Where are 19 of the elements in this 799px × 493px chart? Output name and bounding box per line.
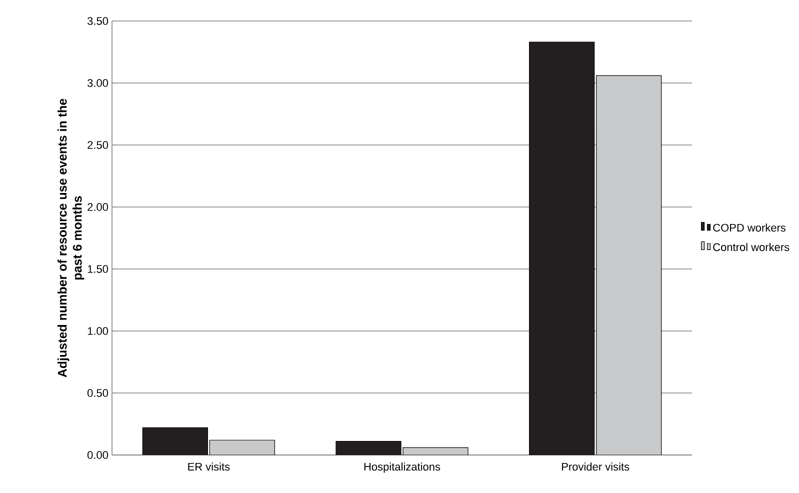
bar <box>142 427 208 455</box>
y-tick-label: 0.50 <box>87 389 108 397</box>
y-axis-title: Adjusted number of resource use events in the past 6 months <box>58 98 84 378</box>
y-tick-label: 2.00 <box>88 203 108 211</box>
legend-label: Control workers <box>713 243 790 252</box>
y-tick-label: 3.00 <box>87 79 108 87</box>
bar <box>336 441 402 455</box>
y-tick-label: 3.50 <box>87 17 108 25</box>
y-tick-label: 0.00 <box>87 451 108 459</box>
bar <box>209 440 275 455</box>
y-tick-label: 1.00 <box>88 327 108 335</box>
x-tick-label: ER visits <box>188 462 230 471</box>
bar <box>596 75 662 455</box>
x-tick-label: Hospitalizations <box>364 462 440 473</box>
legend-label: COPD workers <box>713 224 786 232</box>
x-tick-label: Provider visits <box>562 462 630 471</box>
bar <box>529 42 595 455</box>
y-tick-label: 2.50 <box>88 141 108 149</box>
y-tick-label: 1.50 <box>88 265 108 273</box>
